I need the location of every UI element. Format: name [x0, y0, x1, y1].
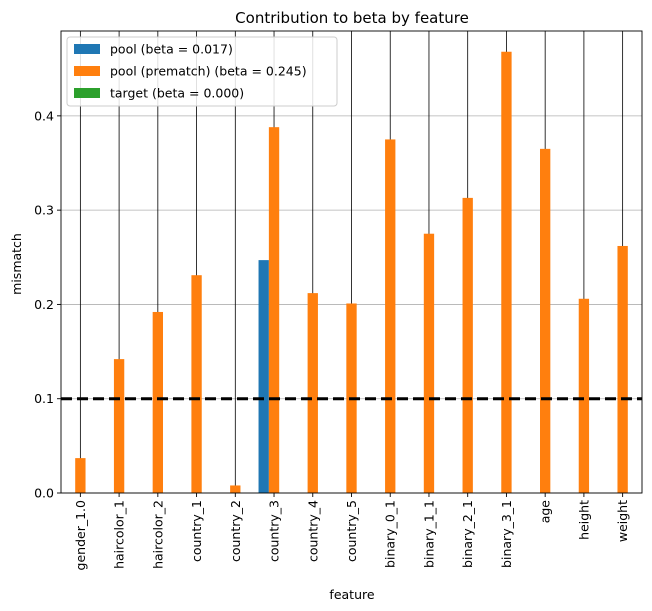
- x-tick-label: binary_0_1: [383, 500, 398, 568]
- bar: [462, 197, 473, 493]
- legend-swatch: [74, 66, 100, 76]
- bar: [258, 260, 269, 493]
- x-tick-label: haircolor_1: [112, 500, 127, 569]
- bar: [423, 233, 435, 493]
- x-tick-label: country_2: [228, 500, 243, 562]
- chart-title: Contribution to beta by feature: [235, 9, 469, 27]
- bar: [307, 293, 318, 493]
- bar: [501, 51, 512, 493]
- x-tick-label: binary_2_1: [460, 500, 475, 568]
- x-tick-label: gender_1.0: [73, 500, 88, 570]
- x-tick-label: country_5: [344, 500, 359, 562]
- y-tick-label: 0.0: [34, 486, 54, 501]
- bar: [230, 485, 241, 493]
- bar: [617, 245, 628, 493]
- y-tick-label: 0.3: [34, 203, 54, 218]
- y-tick-label: 0.2: [34, 297, 54, 312]
- x-tick-label: height: [576, 500, 591, 540]
- legend-box: [66, 36, 338, 107]
- bar: [540, 148, 551, 493]
- x-tick-label: country_1: [189, 500, 204, 562]
- legend-swatch: [74, 88, 100, 98]
- x-tick-label: age: [538, 500, 553, 524]
- bar: [113, 359, 125, 493]
- x-tick-label: country_4: [305, 500, 320, 562]
- bar: [578, 298, 590, 493]
- legend-label: target (beta = 0.000): [110, 86, 244, 101]
- x-tick-label: binary_3_1: [499, 500, 514, 568]
- legend-swatch: [74, 44, 100, 54]
- y-axis-label: mismatch: [9, 233, 24, 295]
- bar: [268, 127, 280, 494]
- y-ticks: 0.0 0.1 0.2 0.3 0.4: [34, 108, 61, 501]
- x-tick-label: binary_1_1: [421, 500, 436, 568]
- x-tick-label: haircolor_2: [150, 500, 165, 569]
- legend-label: pool (prematch) (beta = 0.245): [110, 64, 307, 79]
- legend-label: pool (beta = 0.017): [110, 42, 233, 57]
- legend: pool (beta = 0.017) pool (prematch) (beta…: [66, 36, 338, 107]
- bar: [191, 275, 202, 493]
- bar: [75, 458, 86, 493]
- y-tick-label: 0.1: [34, 391, 54, 406]
- x-tick-label: weight: [615, 500, 630, 542]
- y-tick-label: 0.4: [34, 108, 54, 123]
- x-axis-label: feature: [329, 587, 374, 602]
- x-ticks: gender_1.0 haircolor_1 haircolor_2 country_…: [73, 493, 630, 570]
- bar: [385, 139, 396, 493]
- bar: [152, 311, 163, 493]
- x-tick-label: country_3: [267, 500, 282, 562]
